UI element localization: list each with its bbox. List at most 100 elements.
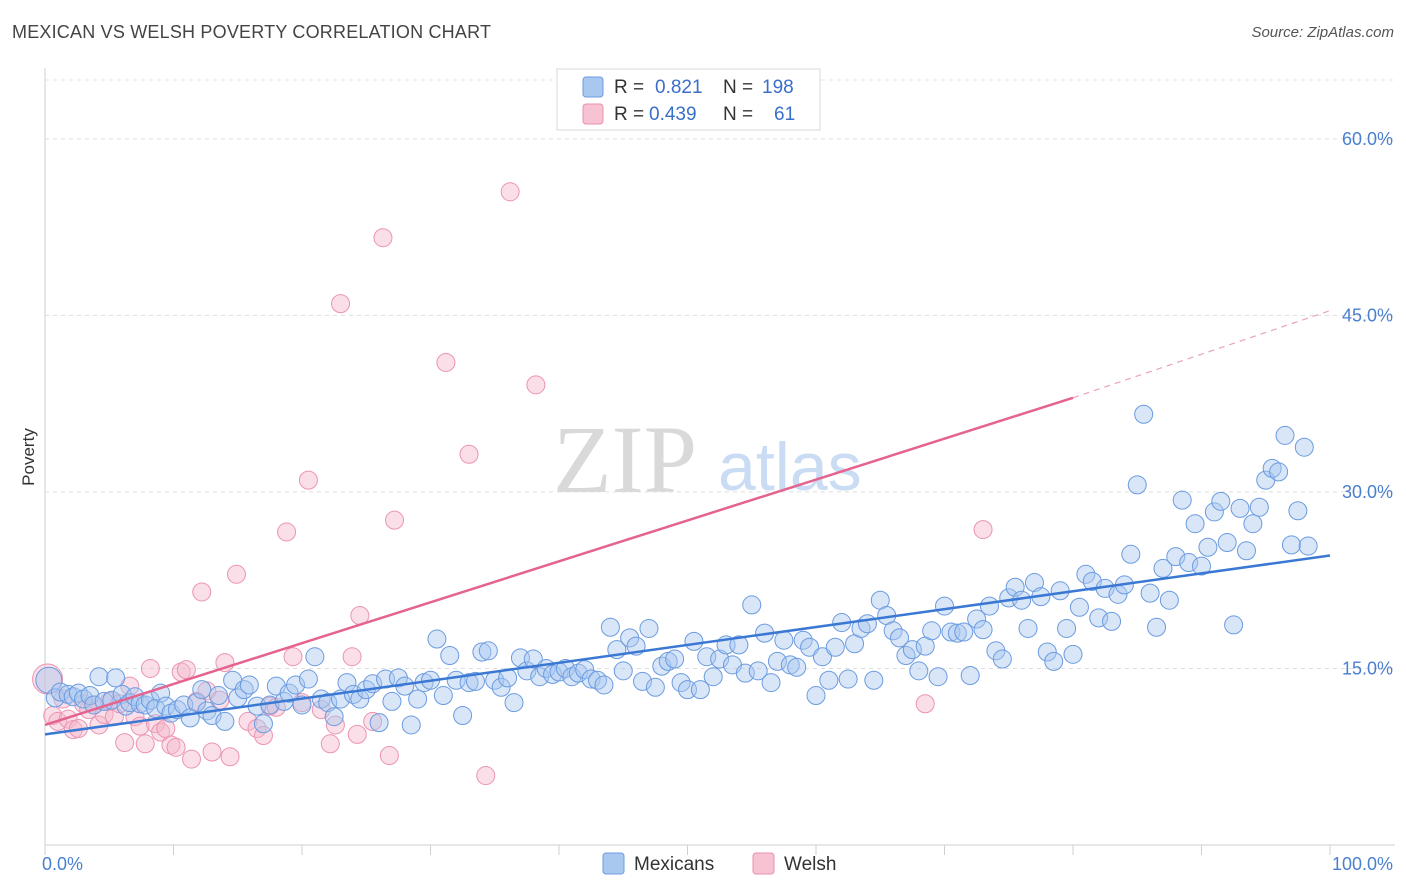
mexicans-point bbox=[1134, 404, 1154, 424]
mexicans-point bbox=[787, 657, 807, 677]
mexicans-point bbox=[472, 642, 492, 662]
x-tick-labels: 0.0% 100.0% bbox=[42, 854, 1393, 874]
welsh-point bbox=[476, 766, 496, 786]
welsh-point bbox=[277, 522, 297, 542]
legend-r-label-mexicans: R = bbox=[614, 77, 644, 98]
welsh-point bbox=[192, 582, 212, 602]
welsh-point bbox=[385, 510, 405, 530]
mexicans-point bbox=[1076, 564, 1096, 584]
welsh-point bbox=[500, 182, 520, 202]
mexicans-point bbox=[215, 711, 235, 731]
welsh-point bbox=[202, 742, 222, 762]
mexicans-point bbox=[600, 617, 620, 637]
mexicans-point bbox=[883, 621, 903, 641]
mexicans-point bbox=[729, 635, 749, 655]
mexicans-point bbox=[1211, 491, 1231, 511]
welsh-trend-line bbox=[44, 396, 1074, 727]
legend-r-value-welsh: 0.439 bbox=[649, 104, 697, 125]
welsh-point bbox=[226, 564, 246, 584]
mexicans-point bbox=[318, 693, 338, 713]
mexicans-point bbox=[408, 689, 428, 709]
chart-title: MEXICAN VS WELSH POVERTY CORRELATION CHA… bbox=[12, 22, 492, 42]
mexicans-point bbox=[84, 695, 104, 715]
mexicans-point bbox=[239, 675, 259, 695]
x-tick-label-1: 100.0% bbox=[1332, 854, 1393, 874]
mexicans-point bbox=[922, 621, 942, 641]
mexicans-point bbox=[401, 715, 421, 735]
mexicans-point bbox=[1063, 644, 1083, 664]
mexicans-point bbox=[1275, 425, 1295, 445]
legend-n-value-welsh: 61 bbox=[774, 104, 795, 125]
legend-r-label-welsh: R = bbox=[614, 104, 644, 125]
welsh-point bbox=[526, 375, 546, 395]
mexicans-point bbox=[671, 673, 691, 693]
welsh-point bbox=[325, 715, 345, 735]
mexicans-point bbox=[1069, 597, 1089, 617]
welsh-point bbox=[347, 724, 367, 744]
y-tick-labels: 15.0% 30.0% 45.0% 60.0% bbox=[1342, 129, 1393, 679]
mexicans-point bbox=[1127, 475, 1147, 495]
mexicans-point bbox=[80, 686, 100, 706]
mexicans-point bbox=[909, 661, 929, 681]
mexicans-point bbox=[1147, 617, 1167, 637]
source-label: Source: ZipAtlas.com bbox=[1251, 24, 1394, 41]
mexicans-point bbox=[812, 647, 832, 667]
y-axis-title: Poverty bbox=[19, 428, 38, 486]
mexicans-point bbox=[433, 686, 453, 706]
mexicans-point bbox=[690, 680, 710, 700]
mexicans-point bbox=[1269, 462, 1289, 482]
welsh-point bbox=[915, 694, 935, 714]
mexicans-point bbox=[703, 667, 723, 687]
mexicans-point bbox=[960, 666, 980, 686]
mexicans-point bbox=[1249, 497, 1269, 517]
welsh-point bbox=[176, 660, 196, 680]
welsh-point bbox=[161, 735, 181, 755]
mexicans-point bbox=[1050, 581, 1070, 601]
axes bbox=[44, 68, 1395, 855]
mexicans-point bbox=[568, 663, 588, 683]
mexicans-point bbox=[1298, 536, 1318, 556]
mexicans-point bbox=[305, 647, 325, 667]
mexicans-point bbox=[1236, 541, 1256, 561]
mexicans-point bbox=[1140, 583, 1160, 603]
mexicans-point bbox=[1153, 558, 1173, 578]
mexicans-point bbox=[979, 596, 999, 616]
bottom-legend-label-mexicans: Mexicans bbox=[634, 854, 714, 875]
mexicans-point bbox=[453, 706, 473, 726]
mexicans-point bbox=[639, 618, 659, 638]
mexicans-point bbox=[1288, 501, 1308, 521]
mexicans-point bbox=[684, 631, 704, 651]
welsh-point bbox=[58, 709, 78, 729]
bottom-legend-label-welsh: Welsh bbox=[784, 854, 836, 875]
welsh-point bbox=[379, 746, 399, 766]
mexicans-point bbox=[967, 609, 987, 629]
mexicans-point bbox=[935, 596, 954, 616]
mexicans-point bbox=[74, 689, 94, 709]
welsh-point bbox=[320, 734, 340, 754]
mexicans-point bbox=[1224, 615, 1244, 635]
mexicans-point bbox=[838, 669, 858, 689]
mexicans-point bbox=[928, 667, 948, 687]
mexicans-point bbox=[613, 661, 633, 681]
watermark-atlas: atlas bbox=[718, 429, 862, 505]
mexicans-point bbox=[761, 673, 781, 693]
mexicans-point bbox=[633, 671, 653, 691]
mexicans-point bbox=[440, 646, 460, 666]
welsh-point bbox=[151, 722, 171, 742]
legend-n-label-mexicans: N = bbox=[723, 77, 753, 98]
mexicans-point bbox=[1217, 533, 1237, 553]
legend-n-value-mexicans: 198 bbox=[762, 77, 794, 98]
mexicans-point bbox=[825, 637, 845, 657]
mexicans-point bbox=[1262, 458, 1282, 478]
welsh-point bbox=[120, 676, 140, 696]
mexicans-point bbox=[369, 713, 389, 733]
mexicans-point bbox=[58, 684, 78, 704]
mexicans-point bbox=[819, 670, 839, 690]
welsh-point bbox=[436, 352, 456, 372]
legend-swatch-welsh bbox=[582, 103, 604, 125]
mexicans-point bbox=[523, 649, 543, 669]
mexicans-point bbox=[575, 660, 595, 680]
mexicans-point bbox=[1243, 514, 1263, 534]
welsh-point bbox=[373, 228, 393, 248]
